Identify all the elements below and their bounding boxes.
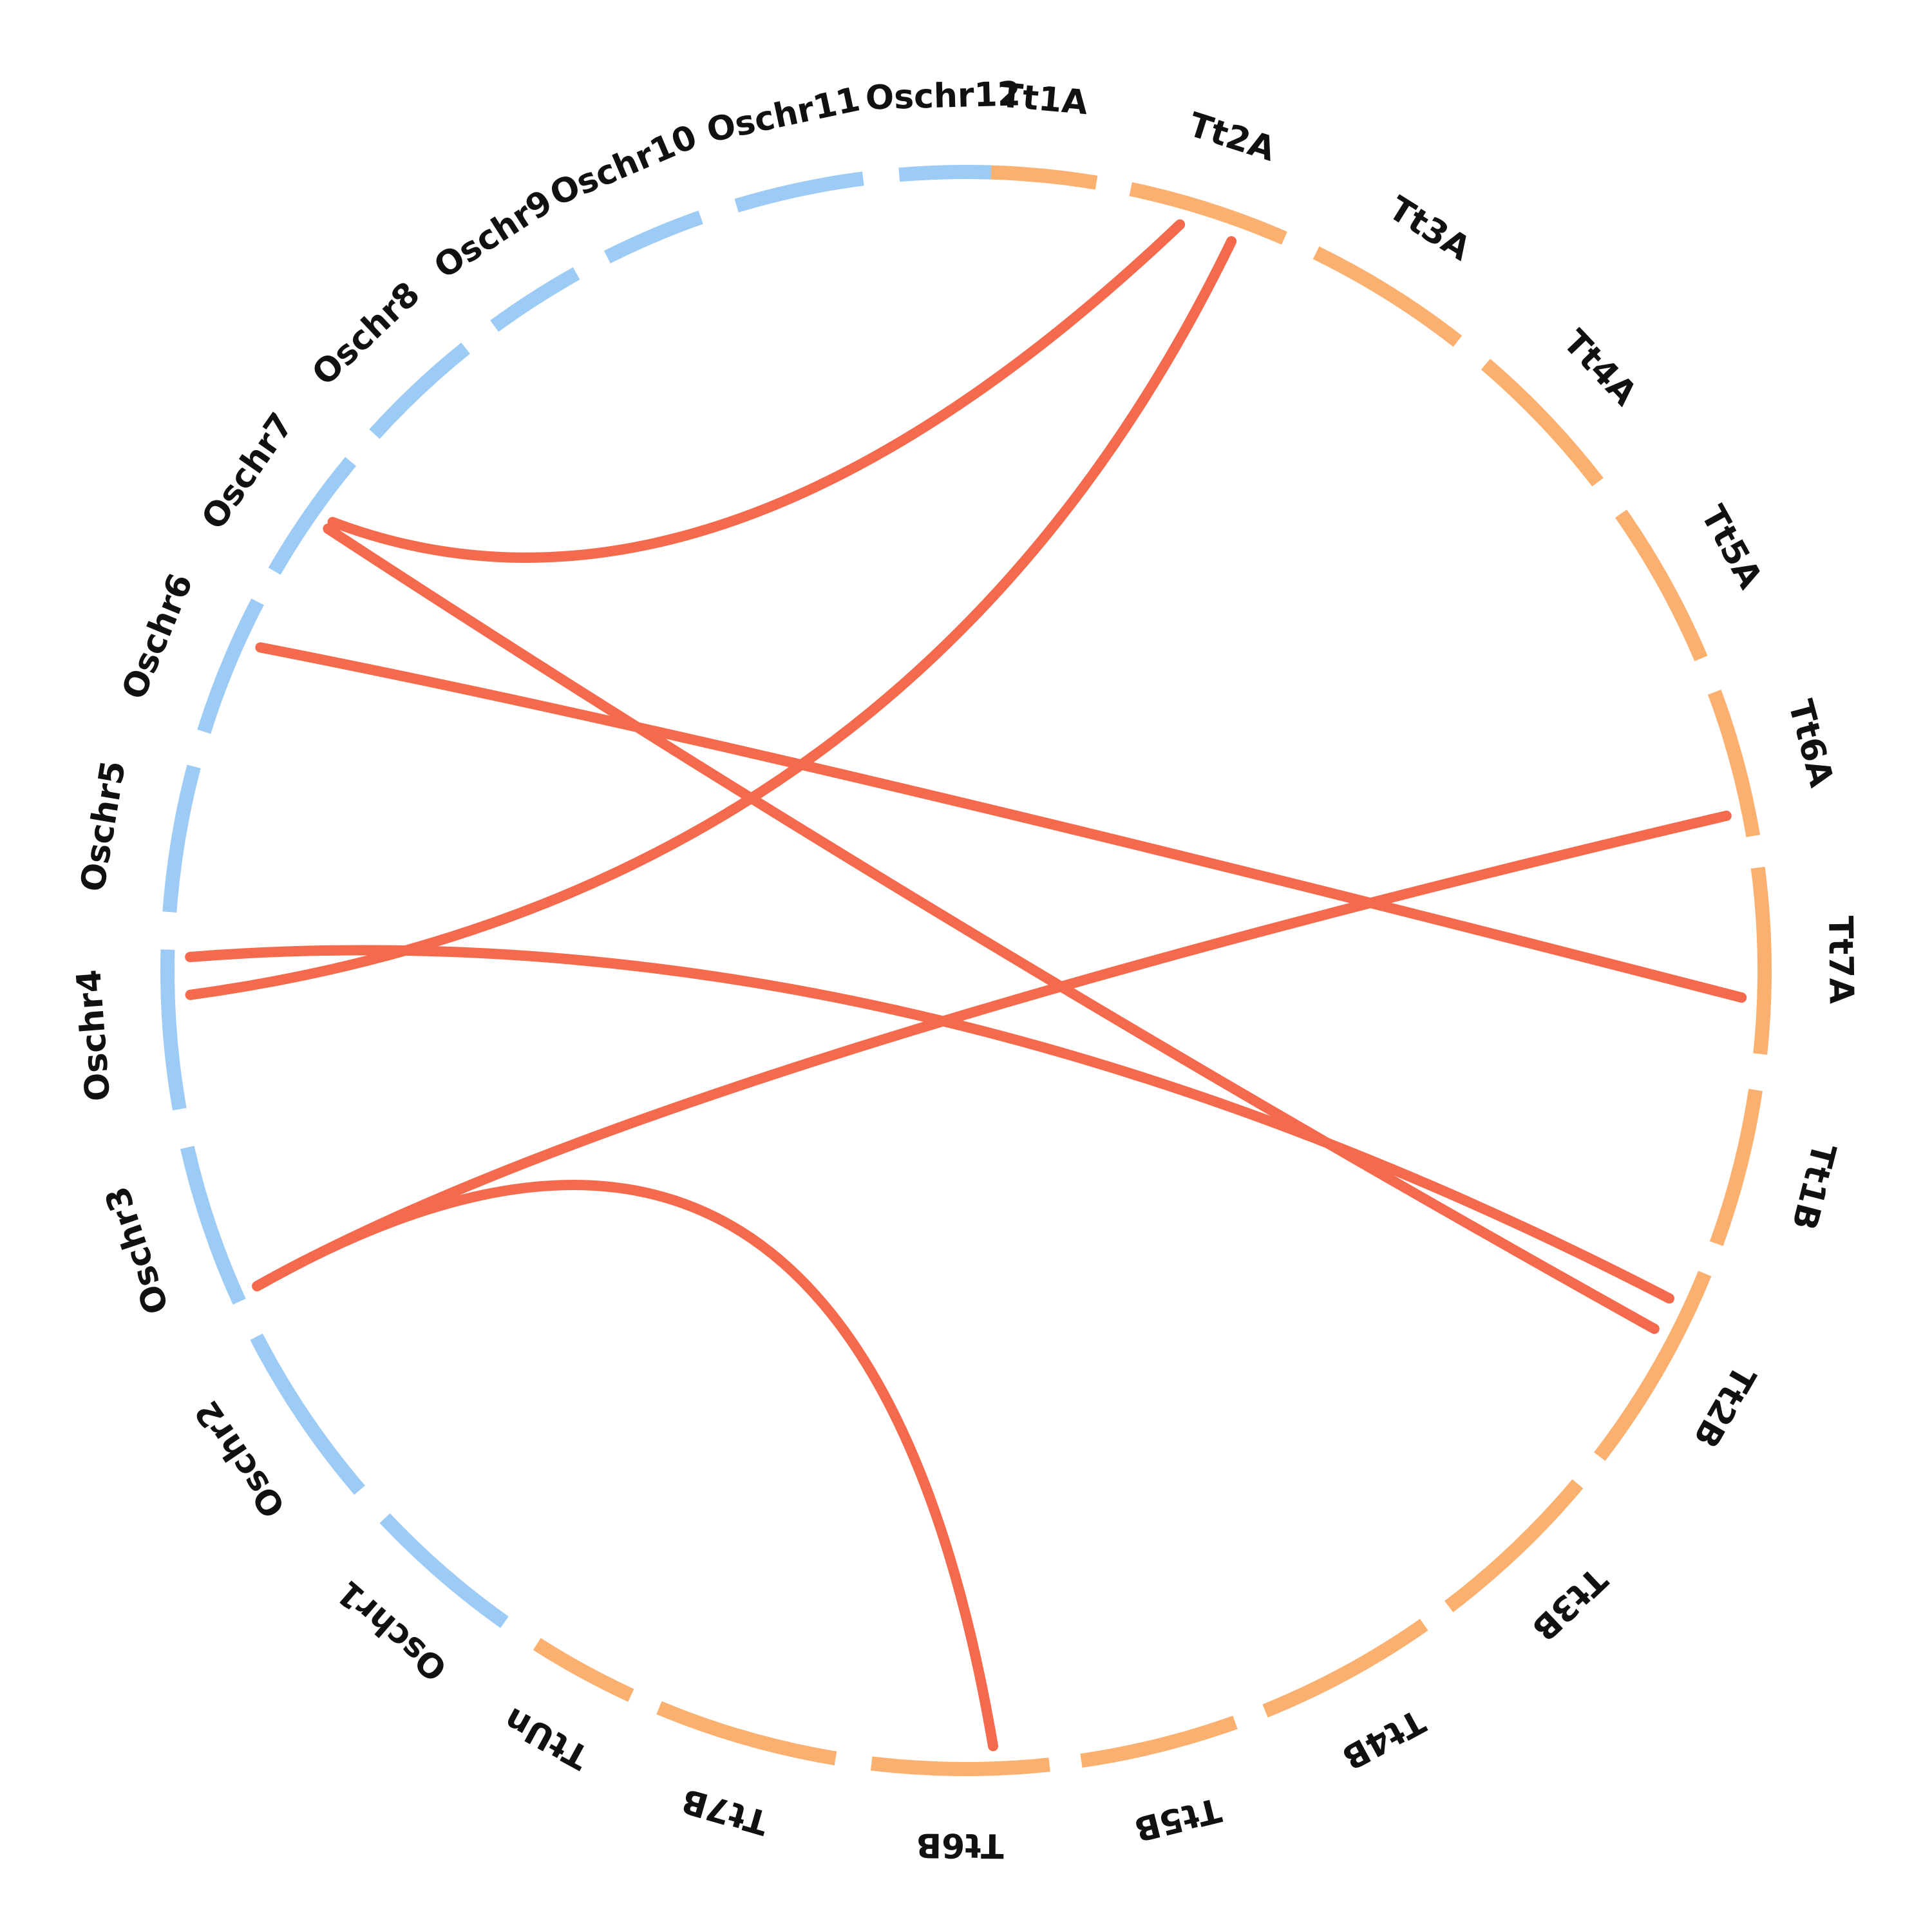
chromosome-label-oschr1: Oschr1 xyxy=(330,1573,455,1689)
chromosome-label-oschr6: Oschr6 xyxy=(115,568,201,705)
chromosome-ideogram-ring xyxy=(160,165,1772,1776)
synteny-links xyxy=(185,219,1747,1752)
chromosome-segment-oschr1 xyxy=(379,1513,509,1628)
chromosome-label-oschr9: Oschr9 xyxy=(428,183,560,287)
chromosome-label-tt3a: Tt3A xyxy=(1382,189,1477,269)
chromosome-segment-tt5b xyxy=(1080,1716,1238,1768)
chromosome-label-oschr8: Oschr8 xyxy=(305,275,428,393)
chromosome-segment-oschr10 xyxy=(603,211,703,264)
chromosome-segment-oschr3 xyxy=(180,1146,246,1305)
chromosome-segment-oschr6 xyxy=(197,598,264,734)
synteny-link-tt7a-oschr6 xyxy=(255,642,1747,1003)
chromosome-segment-oschr4 xyxy=(160,949,187,1111)
chromosome-label-oschr3: Oschr3 xyxy=(98,1182,176,1319)
chromosome-label-oschr5: Oschr5 xyxy=(73,758,133,895)
chromosome-segment-tt3b xyxy=(1444,1479,1584,1613)
chromosome-segment-oschr5 xyxy=(162,764,201,913)
synteny-link-tt2b-oschr7 xyxy=(323,524,1660,1334)
chromosome-label-tt5a: Tt5A xyxy=(1693,499,1770,595)
chromosome-segment-tt3a xyxy=(1312,246,1463,347)
synteny-link-tt2b-oschr4 xyxy=(185,945,1675,1304)
chromosome-segment-tt5a xyxy=(1615,509,1708,661)
chromosome-segment-tt7a xyxy=(1750,866,1772,1055)
chromosome-segment-tt1b xyxy=(1709,1088,1763,1246)
chromosome-label-tt4b: Tt4B xyxy=(1336,1701,1431,1777)
chromosome-label-tt6a: Tt6A xyxy=(1781,696,1841,791)
chromosome-label-tt7b: Tt7B xyxy=(677,1781,772,1842)
chromosome-segment-oschr7 xyxy=(268,457,357,575)
chromosome-label-tt1a: Tt1A xyxy=(998,76,1090,122)
chromosome-segment-oschr9 xyxy=(490,267,580,332)
chromosome-label-oschr11: Oschr11 xyxy=(703,80,863,150)
chromosome-segment-oschr8 xyxy=(369,343,470,439)
chromosome-label-oschr2: Oschr2 xyxy=(187,1394,293,1524)
synteny-link-tt2a-oschr7 xyxy=(327,219,1186,563)
chromosome-segment-oschr11 xyxy=(734,171,864,213)
chromosome-segment-tt7b xyxy=(656,1701,837,1766)
chromosome-segment-tt4a xyxy=(1481,359,1604,487)
chromosome-segment-tt6a xyxy=(1707,689,1761,837)
chromosome-label-tt1b: Tt1B xyxy=(1784,1139,1843,1234)
chromosome-label-oschr12: Oschr12 xyxy=(865,75,1021,117)
chromosome-label-tt2a: Tt2A xyxy=(1184,106,1280,169)
chromosome-segment-tt2a xyxy=(1129,182,1287,245)
chromosome-label-oschr7: Oschr7 xyxy=(194,406,301,536)
chromosome-label-ttun: TtUn xyxy=(498,1700,595,1777)
chromosome-label-oschr10: Oschr10 xyxy=(545,118,703,214)
chromosome-label-tt7a: Tt7A xyxy=(1821,916,1861,1004)
chromosome-segment-oschr2 xyxy=(250,1333,365,1495)
chromosome-label-tt2b: Tt2B xyxy=(1685,1359,1763,1454)
chromosome-segment-tt4b xyxy=(1262,1618,1428,1718)
chromosome-label-tt6b: Tt6B xyxy=(916,1825,1004,1864)
synteny-link-tt6b-oschr2 xyxy=(252,1180,999,1752)
chromosome-segment-ttun xyxy=(533,1638,634,1702)
chromosome-label-tt4a: Tt4A xyxy=(1555,323,1644,413)
chromosome-segment-tt2b xyxy=(1594,1271,1712,1461)
chromosome-segment-tt1a xyxy=(977,165,1098,190)
chromosome-segment-oschr12 xyxy=(898,165,992,182)
chromosome-label-tt5b: Tt5B xyxy=(1130,1790,1225,1848)
chromosome-label-tt3b: Tt3B xyxy=(1524,1560,1615,1648)
chromosome-segment-tt6b xyxy=(870,1756,1050,1776)
chromosome-label-oschr4: Oschr4 xyxy=(70,968,118,1103)
